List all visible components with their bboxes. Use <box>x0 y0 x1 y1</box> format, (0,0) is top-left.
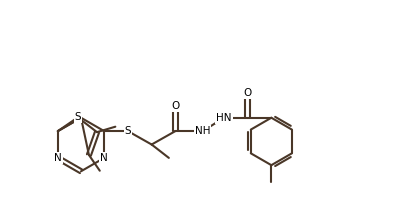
Text: O: O <box>243 88 252 98</box>
Text: O: O <box>171 101 179 111</box>
Text: N: N <box>100 153 108 163</box>
Text: HN: HN <box>216 113 232 123</box>
Text: S: S <box>125 126 131 136</box>
Text: S: S <box>75 112 81 122</box>
Text: NH: NH <box>195 126 211 136</box>
Text: N: N <box>54 153 62 163</box>
